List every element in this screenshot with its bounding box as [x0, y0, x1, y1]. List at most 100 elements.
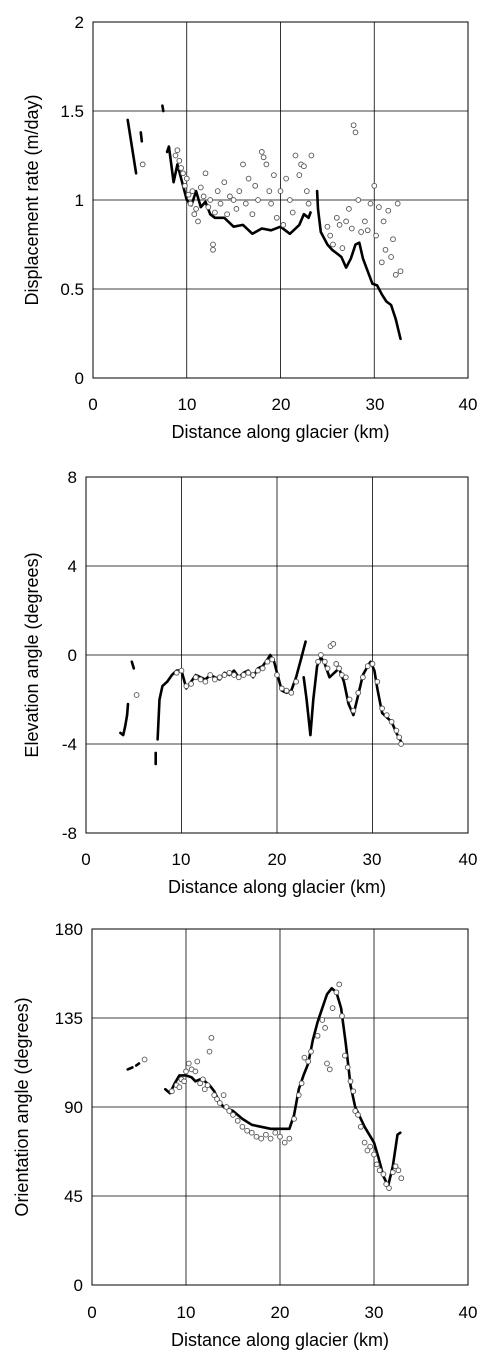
- data-point: [296, 172, 303, 178]
- data-point: [220, 1092, 227, 1098]
- data-point: [324, 223, 331, 230]
- data-point: [293, 678, 299, 685]
- series-line-segment: [130, 660, 136, 670]
- data-point: [234, 1117, 241, 1124]
- y-tick-label: 1.5: [60, 102, 84, 121]
- data-point: [394, 200, 401, 207]
- x-tick-label: 20: [271, 1303, 290, 1322]
- data-point: [249, 211, 256, 218]
- data-point: [194, 1058, 201, 1065]
- data-point: [357, 1123, 364, 1130]
- data-point: [202, 170, 209, 177]
- series-line-segment: [165, 145, 312, 236]
- data-point: [216, 674, 223, 681]
- data-point: [398, 1175, 405, 1182]
- y-tick-label: 2: [75, 13, 84, 32]
- y-tick-label: 45: [64, 1187, 83, 1206]
- data-point: [264, 658, 271, 665]
- data-point: [382, 246, 389, 253]
- data-point: [364, 1147, 371, 1154]
- data-point: [260, 154, 267, 161]
- data-point: [336, 981, 343, 988]
- x-tick-label: 30: [366, 395, 385, 414]
- data-point: [259, 665, 266, 672]
- data-point: [169, 1088, 175, 1095]
- data-point: [336, 665, 342, 672]
- data-point: [361, 1139, 368, 1146]
- y-tick-label: 0.5: [60, 280, 84, 299]
- data-point: [371, 182, 378, 189]
- y-axis-label: Elevation angle (degrees): [22, 552, 42, 757]
- data-point: [191, 211, 198, 218]
- data-point: [347, 1078, 354, 1085]
- data-point: [305, 200, 312, 207]
- data-point: [339, 1013, 345, 1019]
- data-point: [192, 1068, 199, 1075]
- data-point: [197, 676, 204, 683]
- data-point: [204, 1082, 211, 1089]
- data-point: [231, 672, 237, 678]
- data-point: [342, 1052, 348, 1059]
- data-point: [376, 1167, 383, 1174]
- data-point: [329, 1005, 336, 1011]
- data-point: [223, 1104, 230, 1110]
- data-point: [322, 1025, 328, 1031]
- data-point: [192, 674, 199, 681]
- data-point: [352, 1108, 359, 1114]
- data-point: [248, 1129, 255, 1136]
- data-point: [207, 672, 214, 678]
- data-point: [210, 246, 216, 253]
- data-point: [185, 1060, 192, 1067]
- data-point: [174, 147, 181, 154]
- data-point: [233, 206, 240, 212]
- data-point: [321, 658, 328, 665]
- data-point: [355, 1112, 361, 1118]
- data-point: [281, 1139, 288, 1146]
- y-axis-label: Orientation angle (degrees): [12, 997, 32, 1216]
- data-point: [383, 712, 390, 718]
- data-point: [298, 1080, 305, 1087]
- data-point: [172, 152, 179, 159]
- data-point: [374, 678, 381, 685]
- y-tick-label: 135: [55, 1009, 83, 1028]
- data-point: [319, 1017, 326, 1023]
- data-point: [358, 229, 364, 235]
- x-axis-label: Distance along glacier (km): [168, 877, 386, 897]
- data-point: [202, 678, 209, 685]
- y-tick-label: 1: [75, 191, 84, 210]
- data-point: [188, 681, 194, 687]
- data-point: [230, 197, 237, 203]
- data-point: [235, 674, 242, 681]
- data-point: [376, 204, 382, 210]
- x-tick-label: 40: [459, 850, 478, 869]
- data-point: [206, 1048, 213, 1055]
- data-point: [277, 188, 284, 194]
- data-point: [324, 1060, 330, 1067]
- data-point: [133, 692, 140, 698]
- data-point: [205, 204, 212, 210]
- series-line-segment: [134, 1062, 141, 1067]
- data-point: [388, 254, 394, 260]
- data-point: [236, 188, 243, 194]
- data-point: [183, 683, 190, 689]
- series-line-segment: [139, 131, 144, 143]
- data-point: [187, 200, 194, 207]
- data-point: [283, 175, 289, 182]
- data-point: [301, 163, 307, 170]
- data-point: [221, 672, 228, 678]
- data-point: [245, 175, 252, 182]
- x-axis-label: Distance along glacier (km): [171, 422, 389, 442]
- data-point: [339, 245, 346, 251]
- series-line-segment: [161, 104, 165, 113]
- data-point: [291, 1116, 297, 1122]
- data-point: [193, 206, 199, 212]
- data-point: [393, 727, 400, 734]
- data-point: [342, 674, 349, 681]
- series-line-segment: [126, 1066, 134, 1071]
- y-tick-label: 180: [55, 920, 83, 939]
- data-point: [207, 197, 214, 203]
- data-point: [327, 232, 334, 239]
- y-tick-label: 8: [68, 468, 77, 487]
- data-point: [277, 1133, 283, 1140]
- data-point: [226, 1108, 233, 1114]
